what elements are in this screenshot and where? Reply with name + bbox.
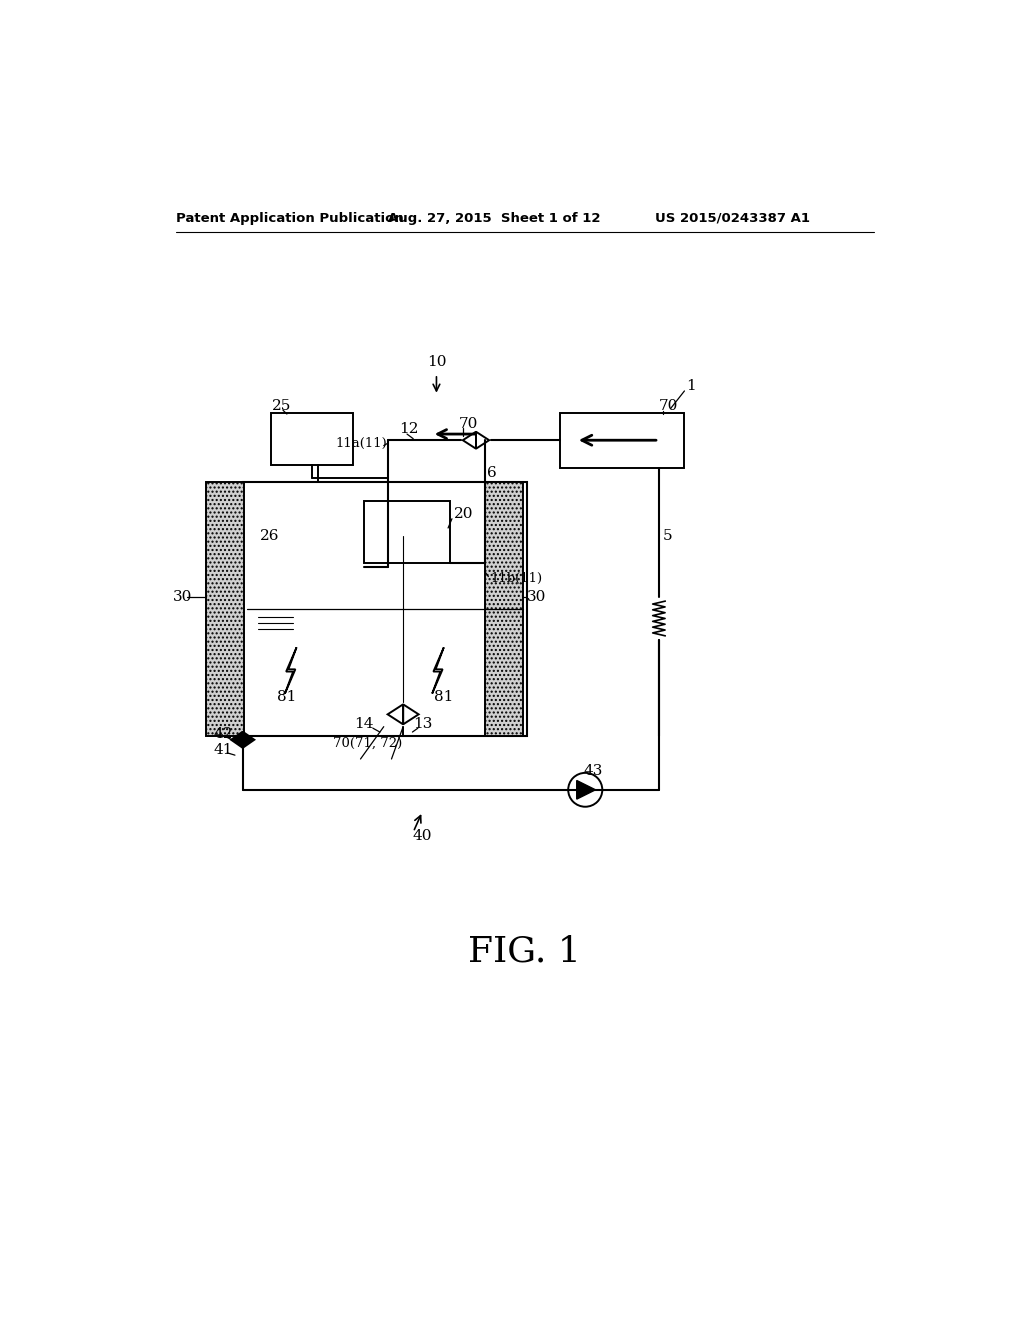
Text: 81: 81 [276,690,296,705]
Polygon shape [243,731,254,748]
Text: 13: 13 [413,717,432,731]
Text: 1: 1 [686,379,695,392]
Bar [271,412,352,465]
Text: 42: 42 [213,727,232,742]
Text: 70: 70 [459,417,478,432]
Text: FIG. 1: FIG. 1 [468,935,582,969]
Text: 40: 40 [413,829,432,843]
Text: Patent Application Publication: Patent Application Publication [176,213,403,224]
Bar [365,502,450,562]
Text: 26: 26 [260,529,280,543]
Text: 10: 10 [427,355,446,370]
Text: 70(71, 72): 70(71, 72) [334,737,402,750]
Text: 43: 43 [584,763,603,777]
Polygon shape [577,780,596,799]
Circle shape [568,774,602,807]
Text: 14: 14 [354,717,374,731]
Text: 20: 20 [454,507,473,521]
Bar [243,482,527,737]
Text: 81: 81 [434,690,454,705]
Text: 30: 30 [173,590,193,605]
Polygon shape [231,731,243,748]
Text: 11a(11): 11a(11) [336,437,387,450]
Text: 30: 30 [527,590,547,605]
Text: 11b(11): 11b(11) [490,572,543,585]
Text: 70: 70 [658,400,678,413]
Bar [560,412,684,467]
Text: 41: 41 [213,743,232,756]
Text: 6: 6 [486,466,497,479]
Text: 25: 25 [272,400,292,413]
Text: Aug. 27, 2015  Sheet 1 of 12: Aug. 27, 2015 Sheet 1 of 12 [388,213,600,224]
Bar [206,482,245,737]
Text: 5: 5 [663,529,673,543]
Text: 12: 12 [399,422,419,437]
Text: US 2015/0243387 A1: US 2015/0243387 A1 [655,213,810,224]
Bar [484,482,523,737]
